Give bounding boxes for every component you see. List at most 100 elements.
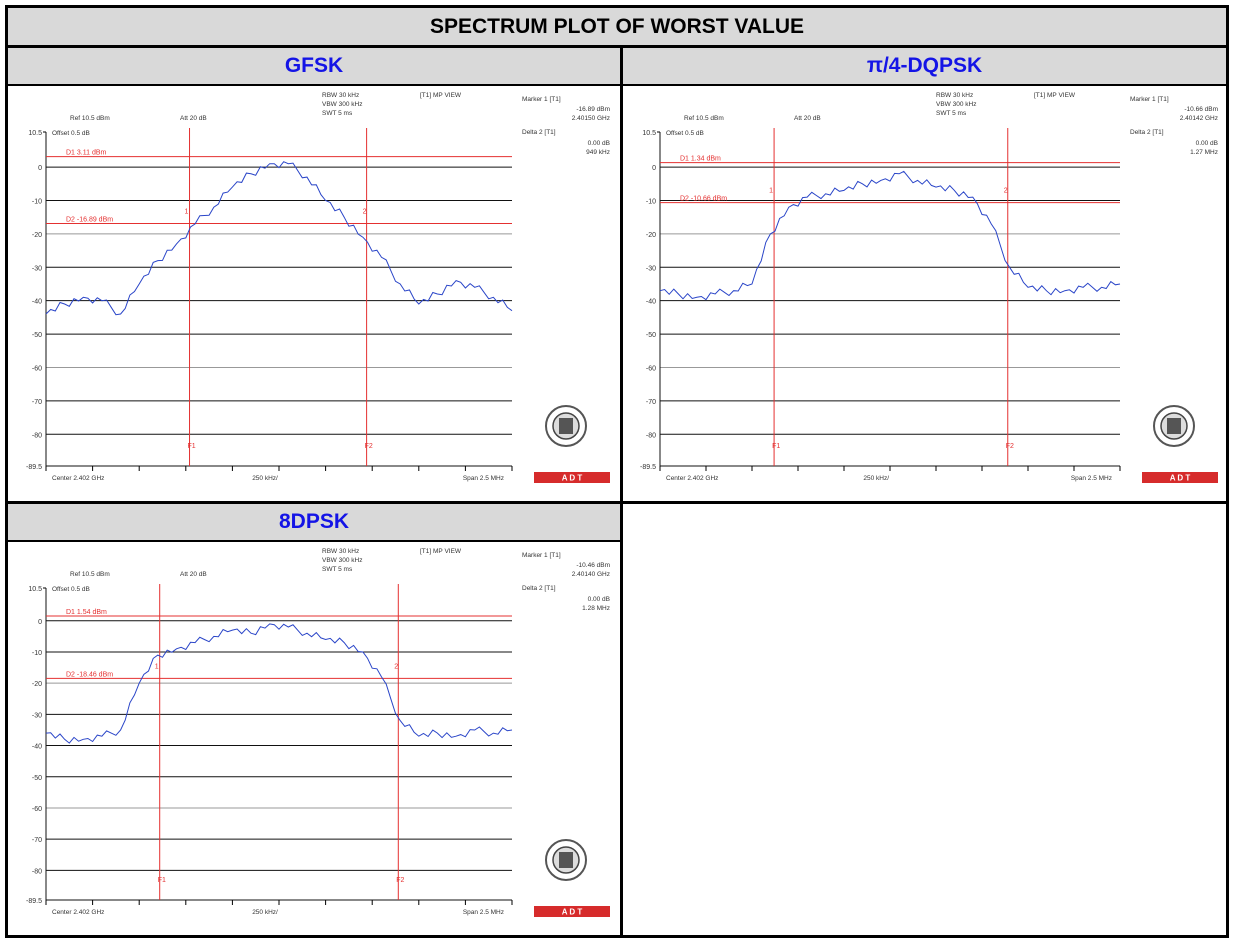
marker-level: -10.46 dBm [576, 562, 610, 569]
y-tick-label: -70 [32, 837, 42, 844]
rbw-label: RBW 30 kHz [322, 92, 359, 99]
marker-level: -10.66 dBm [1184, 106, 1218, 113]
y-tick-label: -80 [646, 432, 656, 439]
center-frequency-label: Center 2.402 GHz [666, 475, 718, 482]
y-tick-label: 10.5 [28, 586, 42, 593]
spectrum-plot-gfsk: Ref 10.5 dBm Att 20 dB RBW 30 kHz VBW 300 k… [10, 87, 618, 500]
vbw-label: VBW 300 kHz [322, 101, 362, 108]
report-table: SPECTRUM PLOT OF WORST VALUE GFSK π/4-DQ… [5, 5, 1229, 938]
span-label: Span 2.5 MHz [1071, 475, 1112, 482]
modulation-header-gfsk: GFSK [8, 48, 620, 84]
marker-frequency: 2.40142 GHz [1180, 115, 1218, 122]
adt-badge-text: A D T [562, 474, 583, 483]
attenuation-label: Att 20 dB [180, 115, 207, 122]
adt-badge-text: A D T [562, 908, 583, 917]
spectrum-plot-8dpsk: Ref 10.5 dBm Att 20 dB RBW 30 kHz VBW 300 k… [10, 543, 618, 934]
spectrum-trace [45, 623, 513, 744]
marker-label: Marker 1 [T1] [1130, 96, 1169, 103]
logo-figure-icon [559, 418, 573, 434]
y-tick-label: -10 [32, 198, 42, 205]
delta-level: 0.00 dB [1196, 140, 1218, 147]
y-tick-label: 10.5 [28, 130, 42, 137]
view-label: [T1] MP VIEW [1034, 92, 1076, 99]
marker-2-label: 2 [394, 663, 398, 670]
y-tick-label: -60 [32, 365, 42, 372]
column-divider [620, 48, 623, 935]
spectrum-trace [45, 161, 513, 316]
swt-label: SWT 5 ms [322, 110, 353, 117]
attenuation-label: Att 20 dB [180, 571, 207, 578]
row-divider [8, 540, 620, 542]
y-tick-label: -20 [32, 232, 42, 239]
delta-level: 0.00 dB [588, 140, 610, 147]
y-tick-label: -20 [646, 232, 656, 239]
y-tick-label: -30 [32, 265, 42, 272]
d2-label: D2 -16.89 dBm [66, 216, 113, 223]
d1-label: D1 3.11 dBm [66, 150, 107, 157]
ref-level-label: Ref 10.5 dBm [70, 115, 110, 122]
row-divider [8, 501, 1226, 504]
y-tick-label: -70 [646, 399, 656, 406]
delta-frequency: 1.28 MHz [582, 605, 610, 612]
per-division-label: 250 kHz/ [252, 909, 278, 916]
y-tick-label: 10.5 [642, 130, 656, 137]
f1-label: F1 [772, 443, 780, 450]
row-divider [8, 84, 1226, 86]
page-title: SPECTRUM PLOT OF WORST VALUE [8, 8, 1226, 48]
y-tick-label: -89.5 [640, 464, 656, 471]
d1-label: D1 1.34 dBm [680, 156, 721, 163]
center-frequency-label: Center 2.402 GHz [52, 475, 104, 482]
y-tick-label: -20 [32, 681, 42, 688]
y-tick-label: -40 [646, 299, 656, 306]
delta-label: Delta 2 [T1] [1130, 129, 1164, 136]
marker-1-label: 1 [185, 208, 189, 215]
marker-1-label: 1 [769, 188, 773, 195]
spectrum-chart: Ref 10.5 dBm Att 20 dB RBW 30 kHz VBW 300 k… [640, 92, 1218, 483]
ref-level-label: Ref 10.5 dBm [70, 571, 110, 578]
y-tick-label: -89.5 [26, 898, 42, 905]
spectrum-plot-dqpsk: Ref 10.5 dBm Att 20 dB RBW 30 kHz VBW 300 k… [624, 87, 1226, 500]
f1-label: F1 [188, 443, 196, 450]
marker-1-label: 1 [155, 663, 159, 670]
y-tick-label: 0 [38, 165, 42, 172]
spectrum-trace [659, 170, 1121, 301]
y-tick-label: 0 [38, 619, 42, 626]
delta-level: 0.00 dB [588, 596, 610, 603]
marker-2-label: 2 [363, 208, 367, 215]
delta-label: Delta 2 [T1] [522, 129, 556, 136]
marker-frequency: 2.40140 GHz [572, 571, 610, 578]
modulation-header-dqpsk: π/4-DQPSK [623, 48, 1226, 84]
y-tick-label: -50 [646, 332, 656, 339]
per-division-label: 250 kHz/ [252, 475, 278, 482]
y-tick-label: -30 [32, 712, 42, 719]
marker-label: Marker 1 [T1] [522, 96, 561, 103]
y-tick-label: -70 [32, 399, 42, 406]
adt-badge [534, 472, 610, 483]
rbw-label: RBW 30 kHz [936, 92, 973, 99]
f1-label: F1 [158, 877, 166, 884]
d1-label: D1 1.54 dBm [66, 609, 107, 616]
y-tick-label: -40 [32, 299, 42, 306]
view-label: [T1] MP VIEW [420, 548, 462, 555]
marker-level: -16.89 dBm [576, 106, 610, 113]
y-tick-label: -40 [32, 744, 42, 751]
attenuation-label: Att 20 dB [794, 115, 821, 122]
y-tick-label: -80 [32, 868, 42, 875]
span-label: Span 2.5 MHz [463, 475, 504, 482]
logo-figure-icon [559, 852, 573, 868]
y-tick-label: -10 [32, 650, 42, 657]
y-tick-label: -89.5 [26, 464, 42, 471]
y-tick-label: 0 [652, 165, 656, 172]
adt-badge [1142, 472, 1218, 483]
swt-label: SWT 5 ms [936, 110, 967, 117]
d2-label: D2 -18.46 dBm [66, 671, 113, 678]
y-tick-label: -60 [646, 365, 656, 372]
delta-frequency: 949 kHz [586, 149, 610, 156]
marker-2-label: 2 [1004, 188, 1008, 195]
offset-label: Offset 0.5 dB [52, 586, 90, 593]
per-division-label: 250 kHz/ [863, 475, 889, 482]
f2-label: F2 [365, 443, 373, 450]
y-tick-label: -50 [32, 775, 42, 782]
marker-label: Marker 1 [T1] [522, 552, 561, 559]
spectrum-chart: Ref 10.5 dBm Att 20 dB RBW 30 kHz VBW 300 k… [26, 92, 610, 483]
